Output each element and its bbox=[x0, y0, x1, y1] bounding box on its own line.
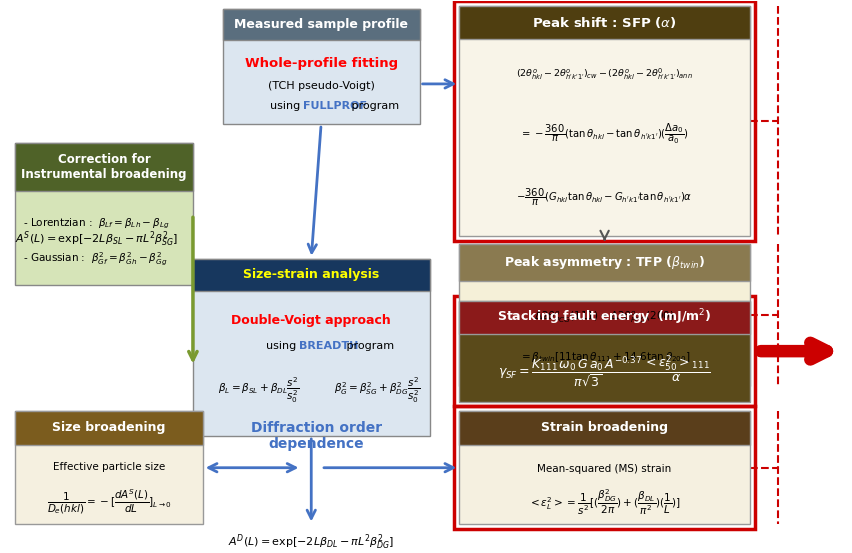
Text: BREADTH: BREADTH bbox=[299, 341, 359, 351]
Text: $\gamma_{SF} = \dfrac{K_{111}\,\omega_0\,G\,a_0\,A^{-0.37}}{\pi\sqrt{3}}\dfrac{<: $\gamma_{SF} = \dfrac{K_{111}\,\omega_0\… bbox=[498, 354, 711, 389]
Text: $\beta_L = \beta_{SL} + \beta_{DL}\dfrac{s^2}{s_0^2}$: $\beta_L = \beta_{SL} + \beta_{DL}\dfrac… bbox=[218, 375, 300, 405]
Text: Peak shift : SFP ($\alpha$): Peak shift : SFP ($\alpha$) bbox=[532, 15, 676, 30]
Text: Peak asymmetry : TFP ($\beta_{twin}$): Peak asymmetry : TFP ($\beta_{twin}$) bbox=[504, 254, 705, 271]
Text: $\beta^2_G = \beta^2_{SG} + \beta^2_{DG}\dfrac{s^2}{s_0^2}$: $\beta^2_G = \beta^2_{SG} + \beta^2_{DG}… bbox=[335, 375, 421, 405]
Text: using: using bbox=[269, 101, 303, 111]
Text: Size broadening: Size broadening bbox=[53, 421, 166, 435]
Text: $-\dfrac{360}{\pi}(G_{hkl}\tan\theta_{hkl} - G_{h'k1'}\tan\theta_{h'k1'})\alpha$: $-\dfrac{360}{\pi}(G_{hkl}\tan\theta_{hk… bbox=[516, 186, 693, 207]
Text: program: program bbox=[343, 341, 394, 351]
FancyBboxPatch shape bbox=[459, 411, 750, 445]
Text: $= -\dfrac{360}{\pi}(\tan\theta_{hkl} - \tan\theta_{h'k1'})(\dfrac{\Delta a_0}{a: $= -\dfrac{360}{\pi}(\tan\theta_{hkl} - … bbox=[521, 121, 689, 146]
FancyBboxPatch shape bbox=[459, 411, 750, 524]
Text: program: program bbox=[348, 101, 399, 111]
Text: $=\beta_{twin}[11\tan\theta_{111} + 14.6\tan\theta_{200}]$: $=\beta_{twin}[11\tan\theta_{111} + 14.6… bbox=[519, 349, 690, 364]
FancyBboxPatch shape bbox=[459, 244, 750, 386]
Text: $<\varepsilon^2_L> = \dfrac{1}{s^2}[(\dfrac{\beta^2_{DG}}{2\pi}) + (\dfrac{\beta: $<\varepsilon^2_L> = \dfrac{1}{s^2}[(\df… bbox=[528, 487, 681, 517]
Text: Double-Voigt approach: Double-Voigt approach bbox=[232, 314, 391, 327]
Text: FULLPROF: FULLPROF bbox=[303, 101, 367, 111]
Text: Strain broadening: Strain broadening bbox=[541, 421, 668, 435]
Text: Measured sample profile: Measured sample profile bbox=[234, 18, 408, 31]
Text: Whole-profile fitting: Whole-profile fitting bbox=[245, 57, 398, 70]
FancyBboxPatch shape bbox=[15, 143, 193, 285]
FancyBboxPatch shape bbox=[15, 411, 203, 445]
FancyBboxPatch shape bbox=[459, 244, 750, 280]
FancyBboxPatch shape bbox=[193, 259, 429, 436]
Text: $\Delta 2\theta^o_{PCG}(111) - \Delta 2\theta^o_{PCG}(200)$: $\Delta 2\theta^o_{PCG}(111) - \Delta 2\… bbox=[534, 310, 675, 325]
Text: $(2\theta^o_{hkl} - 2\theta^o_{h'k'1'})_{cw} - (2\theta^o_{hkl} - 2\theta^0_{h'k: $(2\theta^o_{hkl} - 2\theta^o_{h'k'1'})_… bbox=[516, 67, 693, 82]
Text: - Gaussian :  $\beta^2_{Gf} = \beta^2_{Gh} - \beta^2_{Gg}$: - Gaussian : $\beta^2_{Gf} = \beta^2_{Gh… bbox=[23, 251, 168, 268]
FancyBboxPatch shape bbox=[222, 9, 420, 40]
Text: (TCH pseudo-Voigt): (TCH pseudo-Voigt) bbox=[268, 81, 375, 91]
Text: using: using bbox=[266, 341, 299, 351]
Text: $A^S(L) = \exp[-2L\beta_{SL} - \pi L^2\beta^2_{SG}]$: $A^S(L) = \exp[-2L\beta_{SL} - \pi L^2\b… bbox=[15, 229, 179, 249]
Text: Mean-squared (MS) strain: Mean-squared (MS) strain bbox=[538, 463, 671, 473]
FancyBboxPatch shape bbox=[459, 6, 750, 39]
Text: Diffraction order
dependence: Diffraction order dependence bbox=[250, 421, 382, 451]
FancyBboxPatch shape bbox=[222, 9, 420, 124]
Text: $\dfrac{1}{D_e(hkl)} = -[\dfrac{dA^S(L)}{dL}]_{L\to 0}$: $\dfrac{1}{D_e(hkl)} = -[\dfrac{dA^S(L)}… bbox=[47, 488, 171, 517]
Text: $A^D(L) = \exp[-2L\beta_{DL} - \pi L^2\beta^2_{DG}]$: $A^D(L) = \exp[-2L\beta_{DL} - \pi L^2\b… bbox=[228, 532, 394, 551]
FancyBboxPatch shape bbox=[459, 301, 750, 401]
FancyBboxPatch shape bbox=[193, 259, 429, 291]
Text: Stacking fault energy  (mJ/m$^2$): Stacking fault energy (mJ/m$^2$) bbox=[498, 308, 712, 327]
FancyBboxPatch shape bbox=[15, 411, 203, 524]
Text: Correction for
Instrumental broadening: Correction for Instrumental broadening bbox=[21, 153, 187, 181]
FancyBboxPatch shape bbox=[459, 301, 750, 335]
FancyBboxPatch shape bbox=[459, 6, 750, 237]
Text: - Lorentzian :  $\beta_{Lf} = \beta_{Lh} - \beta_{Lg}$: - Lorentzian : $\beta_{Lf} = \beta_{Lh} … bbox=[23, 217, 170, 232]
FancyBboxPatch shape bbox=[15, 143, 193, 191]
Text: Size-strain analysis: Size-strain analysis bbox=[243, 268, 379, 281]
Text: Effective particle size: Effective particle size bbox=[53, 462, 165, 472]
